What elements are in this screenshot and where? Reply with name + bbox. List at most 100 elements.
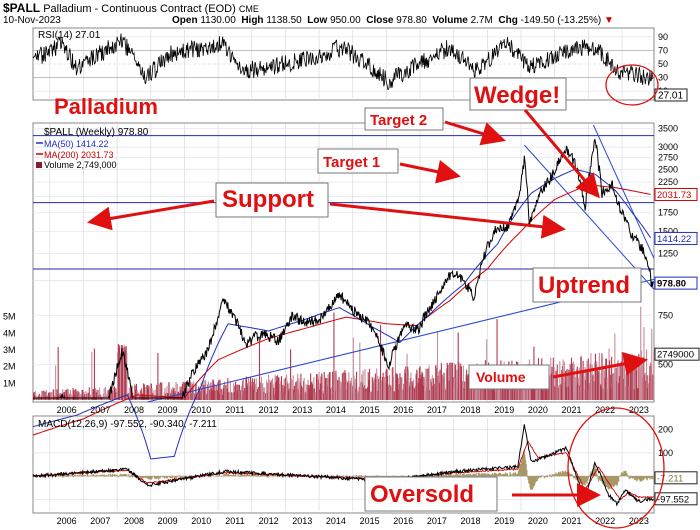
volume-bar xyxy=(385,368,387,400)
macd-hist-bar xyxy=(543,476,545,479)
volume-bar xyxy=(207,381,209,400)
volume-bar xyxy=(236,390,239,400)
macd-hist-bar xyxy=(436,476,438,477)
rsi-tick-label: 30 xyxy=(658,73,668,83)
macd-hist-bar xyxy=(234,473,237,477)
volume-bar xyxy=(459,365,461,400)
macd-hist-bar xyxy=(620,472,622,477)
volume-bar xyxy=(439,369,441,400)
macd-hist-bar xyxy=(622,472,624,477)
volume-bar xyxy=(642,378,644,400)
price-badges: 2031.73 1414.22 978.80 2749000 -7.211 -97.552 xyxy=(654,187,700,506)
volume-bar xyxy=(513,386,515,400)
volume-bar xyxy=(306,393,308,400)
macd-hist-bar xyxy=(528,476,531,484)
macd-hist-bar xyxy=(440,474,442,477)
volume-bar xyxy=(489,380,491,400)
volume-bar xyxy=(326,386,329,400)
volume-bar xyxy=(399,373,401,400)
macd-hist-bar xyxy=(470,474,472,477)
macd-hist-bar xyxy=(141,476,143,479)
volume-bar xyxy=(188,394,190,400)
macd-hist-bar xyxy=(501,474,503,477)
volume-bar xyxy=(106,390,108,400)
volume-bar xyxy=(313,388,316,400)
header-symbol: $PALL xyxy=(3,1,41,15)
volume-bar xyxy=(445,390,447,400)
macd-hist-bar xyxy=(508,475,510,477)
volume-bar xyxy=(413,379,415,400)
volume-bar xyxy=(287,383,289,400)
volume-bar xyxy=(51,397,53,400)
macd-hist-bar xyxy=(562,471,564,477)
macd-hist-bar xyxy=(506,473,509,477)
series-lines xyxy=(32,33,655,507)
volume-bar xyxy=(255,378,257,400)
volume-bar xyxy=(635,369,637,400)
macd-hist-bar xyxy=(152,476,154,477)
macd-hist-bar xyxy=(592,470,595,477)
macd-hist-bar xyxy=(345,476,347,478)
volume-bar xyxy=(246,383,248,400)
volume-bar xyxy=(621,351,623,400)
macd-hist-bar xyxy=(631,476,633,478)
macd-hist-bar xyxy=(207,476,210,477)
macd-hist-bar xyxy=(132,476,134,478)
macd-hist-bar xyxy=(123,474,125,477)
volume-bar xyxy=(86,392,88,400)
volume-bar xyxy=(424,391,426,400)
volume-bar xyxy=(405,366,407,400)
volume-bar xyxy=(306,384,308,400)
macd-hist-bar xyxy=(597,476,599,480)
volume-bar xyxy=(315,374,318,400)
volume-bar xyxy=(296,380,298,400)
price-tick-label: 2750 xyxy=(658,153,678,163)
macd-hist-bar xyxy=(448,474,450,477)
volume-bar xyxy=(636,364,638,400)
volume-bar xyxy=(251,381,253,400)
macd-hist-bar xyxy=(79,475,81,477)
volume-bar xyxy=(314,392,316,400)
volume-bar xyxy=(299,393,301,400)
macd-hist-bar xyxy=(605,476,608,487)
volume-bar xyxy=(50,392,52,400)
volume-bar xyxy=(389,385,391,400)
macd-hist-bar xyxy=(438,474,441,477)
macd-hist-bar xyxy=(100,474,102,477)
macd-hist-bar xyxy=(492,475,494,477)
volume-bar xyxy=(407,370,409,400)
macd-hist-bar xyxy=(50,475,52,477)
volume-bar xyxy=(268,374,270,400)
annotation-uptrend: Uptrend xyxy=(538,272,630,299)
macd-hist-bar xyxy=(471,474,474,477)
volume-bar xyxy=(48,393,50,400)
volume-bar xyxy=(583,389,585,400)
volume-bar xyxy=(375,378,377,400)
macd-hist-bar xyxy=(545,476,547,478)
volume-bar xyxy=(119,353,121,400)
macd-hist-bar xyxy=(360,474,362,477)
macd-hist-bar xyxy=(491,475,493,477)
volume-bar xyxy=(429,389,431,400)
volume-bar xyxy=(134,384,136,400)
volume-bar xyxy=(268,379,270,400)
volume-bar xyxy=(238,384,240,400)
macd-hist-bar xyxy=(538,476,540,478)
volume-bar xyxy=(203,385,205,400)
volume-bar xyxy=(490,379,492,400)
macd-hist-bar xyxy=(546,476,549,478)
volume-badge-text: 2749000 xyxy=(657,350,694,361)
volume-bar xyxy=(238,386,240,400)
annotation-target1: Target 1 xyxy=(323,154,380,171)
volume-bar xyxy=(75,389,77,400)
volume-bar xyxy=(462,365,464,400)
volume-bar xyxy=(624,361,626,400)
x-tick-label: 2012 xyxy=(259,405,279,415)
volume-bar xyxy=(209,389,211,400)
macd-hist-bar xyxy=(575,476,577,481)
volume-bar xyxy=(92,389,94,400)
volume-bar xyxy=(551,366,553,400)
macd-hist-bar xyxy=(246,474,248,477)
volume-bar xyxy=(208,383,210,400)
volume-bar xyxy=(41,390,43,400)
